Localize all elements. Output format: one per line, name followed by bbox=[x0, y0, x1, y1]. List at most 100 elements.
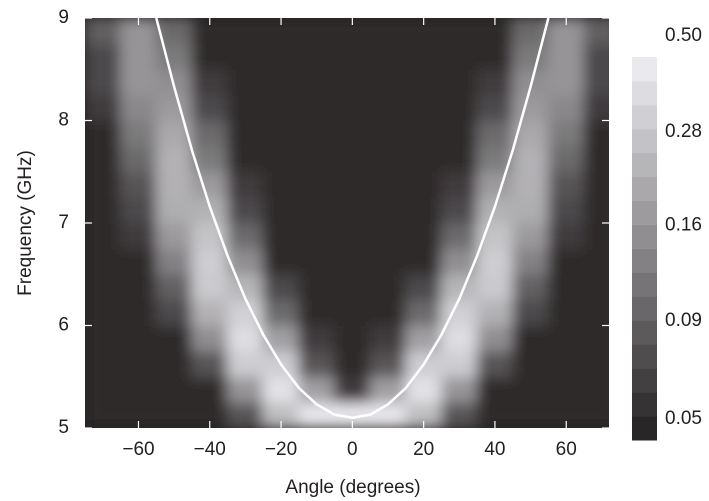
heatmap-cell bbox=[547, 325, 585, 352]
heatmap-cell bbox=[262, 120, 300, 147]
heatmap-cell bbox=[583, 350, 609, 378]
y-tick-label: 8 bbox=[58, 110, 69, 131]
colorbar-band bbox=[632, 57, 657, 82]
heatmap-cell bbox=[191, 248, 229, 275]
heatmap-cell bbox=[227, 222, 264, 250]
heatmap-cell bbox=[85, 273, 122, 301]
heatmap-cell bbox=[191, 222, 229, 250]
heatmap-cell bbox=[120, 376, 157, 403]
heatmap-cell bbox=[85, 401, 122, 428]
heatmap-cell bbox=[476, 325, 514, 352]
heatmap-cell bbox=[334, 94, 371, 121]
heatmap-cell bbox=[476, 171, 514, 198]
heatmap-cell bbox=[85, 43, 122, 70]
heatmap-cell bbox=[262, 222, 300, 250]
heatmap-cell bbox=[405, 94, 442, 121]
heatmap-cell bbox=[512, 222, 549, 250]
heatmap-cell bbox=[512, 350, 549, 378]
colorbar-band bbox=[632, 344, 657, 369]
heatmap-cell bbox=[155, 401, 193, 428]
heatmap-cell bbox=[547, 94, 585, 121]
heatmap-cell bbox=[476, 68, 514, 96]
heatmap-cell bbox=[155, 145, 193, 173]
heatmap-cell bbox=[334, 120, 371, 147]
heatmap-cell bbox=[227, 120, 264, 147]
heatmap-cell bbox=[191, 273, 229, 301]
colorbar-band bbox=[632, 152, 657, 178]
heatmap-cell bbox=[334, 376, 371, 403]
heatmap-cell bbox=[334, 145, 371, 173]
heatmap-cell bbox=[120, 171, 157, 198]
heatmap-cell bbox=[476, 350, 514, 378]
heatmap-cell bbox=[583, 248, 609, 275]
heatmap-cell bbox=[547, 273, 585, 301]
heatmap-cell bbox=[369, 299, 407, 326]
heatmap-cell bbox=[262, 196, 300, 224]
heatmap-cell bbox=[440, 350, 478, 378]
heatmap-cell bbox=[120, 196, 157, 224]
heatmap-cell bbox=[405, 299, 442, 326]
heatmap-cell bbox=[191, 120, 229, 147]
colorbar-band bbox=[632, 104, 657, 130]
heatmap-cell bbox=[298, 145, 336, 173]
colorbar-tick-label: 0.05 bbox=[665, 408, 702, 429]
heatmap-cell bbox=[369, 401, 407, 428]
heatmap-cell bbox=[85, 248, 122, 275]
heatmap-cell bbox=[191, 94, 229, 121]
heatmap-cell bbox=[583, 401, 609, 428]
heatmap-cell bbox=[547, 43, 585, 70]
x-tick-label: 60 bbox=[556, 439, 577, 460]
heatmap-cell bbox=[191, 171, 229, 198]
dispersion-curve bbox=[155, 18, 550, 420]
heatmap-cell bbox=[155, 222, 193, 250]
x-tick-label: −20 bbox=[265, 439, 297, 460]
heatmap-cell bbox=[476, 376, 514, 403]
heatmap-cell bbox=[85, 196, 122, 224]
heatmap-cell bbox=[583, 299, 609, 326]
y-tick-label: 9 bbox=[58, 7, 69, 28]
heatmap-cell bbox=[405, 273, 442, 301]
heatmap-cell bbox=[298, 299, 336, 326]
heatmap-cell bbox=[440, 325, 478, 352]
heatmap-cell bbox=[405, 325, 442, 352]
heatmap-cell bbox=[512, 94, 549, 121]
colorbar-tick-label: 0.09 bbox=[665, 310, 702, 331]
heatmap-cell bbox=[547, 68, 585, 96]
y-tick-label: 7 bbox=[58, 212, 69, 233]
colorbar-band bbox=[632, 320, 657, 345]
heatmap-cell bbox=[512, 376, 549, 403]
heatmap-cell bbox=[369, 273, 407, 301]
heatmap-cell bbox=[155, 350, 193, 378]
heatmap-cell bbox=[405, 196, 442, 224]
heatmap-cell bbox=[227, 196, 264, 224]
colorbar-band bbox=[632, 368, 657, 393]
colorbar-band bbox=[632, 248, 657, 273]
heatmap-cell bbox=[369, 120, 407, 147]
heatmap-cell bbox=[547, 299, 585, 326]
heatmap-cell bbox=[262, 94, 300, 121]
heatmap-cell bbox=[440, 145, 478, 173]
heatmap-cell bbox=[583, 43, 609, 70]
heatmap-cell bbox=[120, 68, 157, 96]
heatmap-cell bbox=[440, 401, 478, 428]
heatmap-cell bbox=[440, 222, 478, 250]
heatmap-cell bbox=[298, 94, 336, 121]
heatmap-cell bbox=[298, 222, 336, 250]
colorbar-band bbox=[632, 80, 657, 106]
x-axis-label: Angle (degrees) bbox=[285, 477, 420, 498]
heatmap-cell bbox=[583, 120, 609, 147]
heatmap-cell bbox=[85, 94, 122, 121]
heatmap-cell bbox=[191, 299, 229, 326]
heatmap-cell bbox=[440, 43, 478, 70]
heatmap-cell bbox=[369, 68, 407, 96]
heatmap-cell bbox=[369, 171, 407, 198]
heatmap-cell bbox=[155, 376, 193, 403]
heatmap-cell bbox=[120, 299, 157, 326]
heatmap-cell bbox=[298, 273, 336, 301]
heatmap-cell bbox=[85, 18, 122, 45]
heatmap-cell bbox=[440, 120, 478, 147]
heatmap-cell bbox=[334, 273, 371, 301]
heatmap-cell bbox=[85, 120, 122, 147]
heatmap-cell bbox=[369, 350, 407, 378]
